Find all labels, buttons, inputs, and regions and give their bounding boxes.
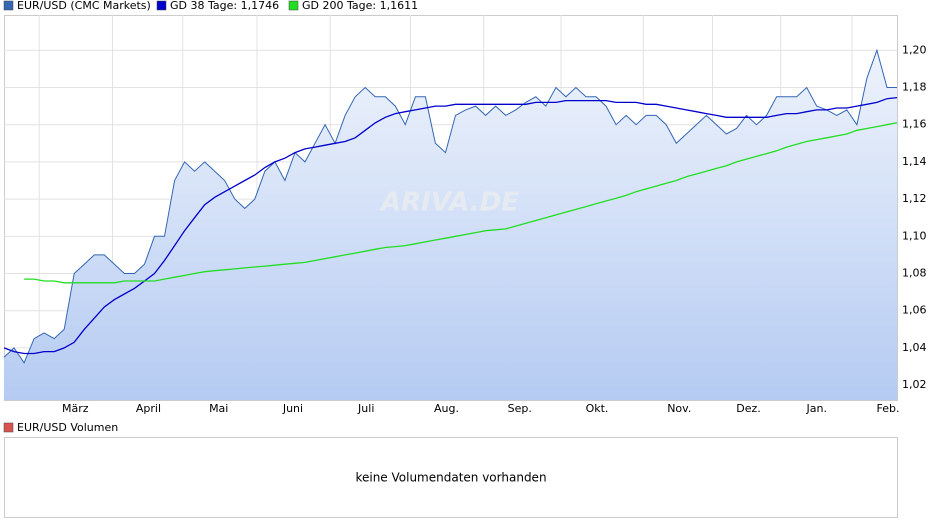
legend-label: GD 200 Tage: 1,1611 — [302, 0, 418, 12]
volume-message: keine Volumendaten vorhanden — [355, 471, 546, 485]
plot — [3, 48, 898, 401]
legend-label: EUR/USD (CMC Markets) — [17, 0, 151, 12]
x-tick-label: Aug. — [434, 402, 459, 415]
x-tick-label: Okt. — [586, 402, 609, 415]
y-tick-label: 1,08 — [902, 267, 927, 280]
line — [3, 96, 898, 355]
y-tick-label: 1,18 — [902, 81, 927, 94]
x-tick-label: Mai — [209, 402, 228, 415]
y-tick-label: 1,20 — [902, 43, 927, 56]
y-tick-label: 1,14 — [902, 155, 927, 168]
x-tick-label: Dez. — [736, 402, 761, 415]
watermark: ARIVA.DE — [379, 188, 519, 218]
x-tick-label: Feb. — [876, 402, 899, 415]
x-tick-label: April — [136, 402, 161, 415]
x-tick-label: Sep. — [508, 402, 532, 415]
x-tick-label: Juli — [357, 402, 374, 415]
x-tick-label: Jan. — [806, 402, 827, 415]
y-tick-label: 1,12 — [902, 192, 927, 205]
area — [4, 50, 897, 401]
volume-legend-swatch — [3, 422, 14, 433]
y-tick-label: 1,10 — [902, 229, 927, 242]
y-tick-label: 1,06 — [902, 304, 927, 317]
volume-legend: EUR/USD Volumen — [17, 421, 118, 434]
line — [24, 122, 898, 284]
y-tick-label: 1,02 — [902, 378, 927, 391]
x-tick-label: März — [62, 402, 89, 415]
legend-swatch — [3, 0, 14, 11]
y-tick-label: 1,16 — [902, 118, 927, 131]
volume-panel — [4, 437, 898, 518]
legend: EUR/USD (CMC Markets) GD 38 Tage: 1,1746 G… — [3, 0, 418, 12]
legend-swatch — [156, 0, 167, 11]
legend-label: GD 38 Tage: 1,1746 — [170, 0, 279, 12]
x-tick-label: Juni — [282, 402, 303, 415]
x-tick-label: Nov. — [667, 402, 691, 415]
legend-swatch — [288, 0, 299, 11]
y-tick-label: 1,04 — [902, 341, 927, 354]
